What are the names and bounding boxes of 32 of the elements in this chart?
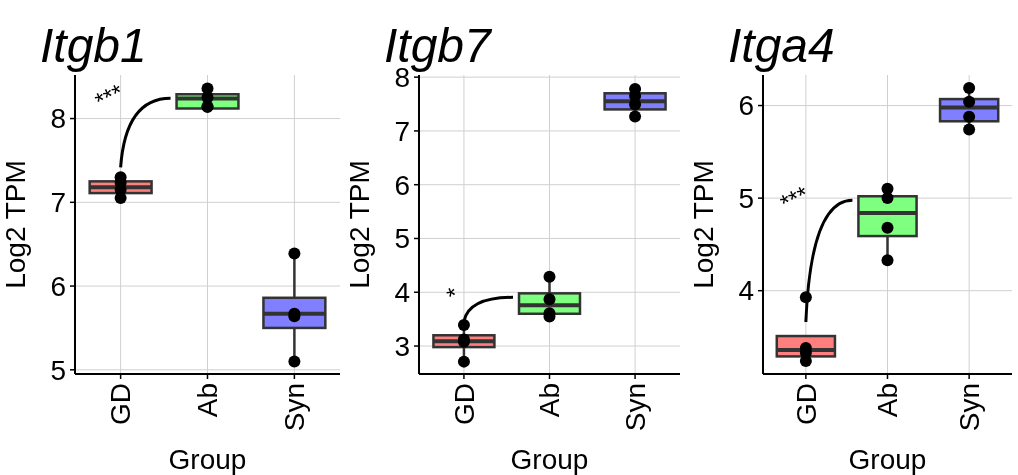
x-tick-label: Ab [534,383,566,418]
y-tick-label: 5 [738,182,754,214]
x-tick-label: Ab [192,383,224,418]
chart-title: Itga4 [728,19,835,72]
y-tick-label: 4 [394,277,410,309]
y-tick-label: 8 [50,103,66,135]
y-axis-title: Log2 TPM [0,160,31,289]
x-axis-title: Group [168,444,247,475]
y-axis-title: Log2 TPM [344,160,375,289]
y-axis-title: Log2 TPM [688,160,719,289]
x-tick-label: GD [105,383,137,425]
y-tick-label: 7 [50,187,66,219]
x-tick-label: Syn [953,383,985,432]
y-tick-label: 5 [394,223,410,255]
x-tick-label: GD [448,383,480,425]
x-tick-label: GD [790,383,822,425]
x-tick-label: Syn [279,383,311,432]
x-tick-label: Syn [619,383,651,432]
x-axis-title: Group [848,444,927,475]
y-tick-label: 5 [50,354,66,386]
y-tick-label: 3 [394,330,410,362]
x-axis-title: Group [510,444,589,475]
x-tick-label: Ab [872,383,904,418]
y-tick-label: 7 [394,115,410,147]
y-tick-label: 6 [50,270,66,302]
y-tick-label: 6 [394,169,410,201]
y-tick-label: 4 [738,275,754,307]
annotation: * [442,281,463,310]
chart-title: Itgb1 [40,19,147,72]
annotation: *** [90,78,128,115]
annotation: *** [775,180,813,217]
y-tick-label: 6 [738,90,754,122]
